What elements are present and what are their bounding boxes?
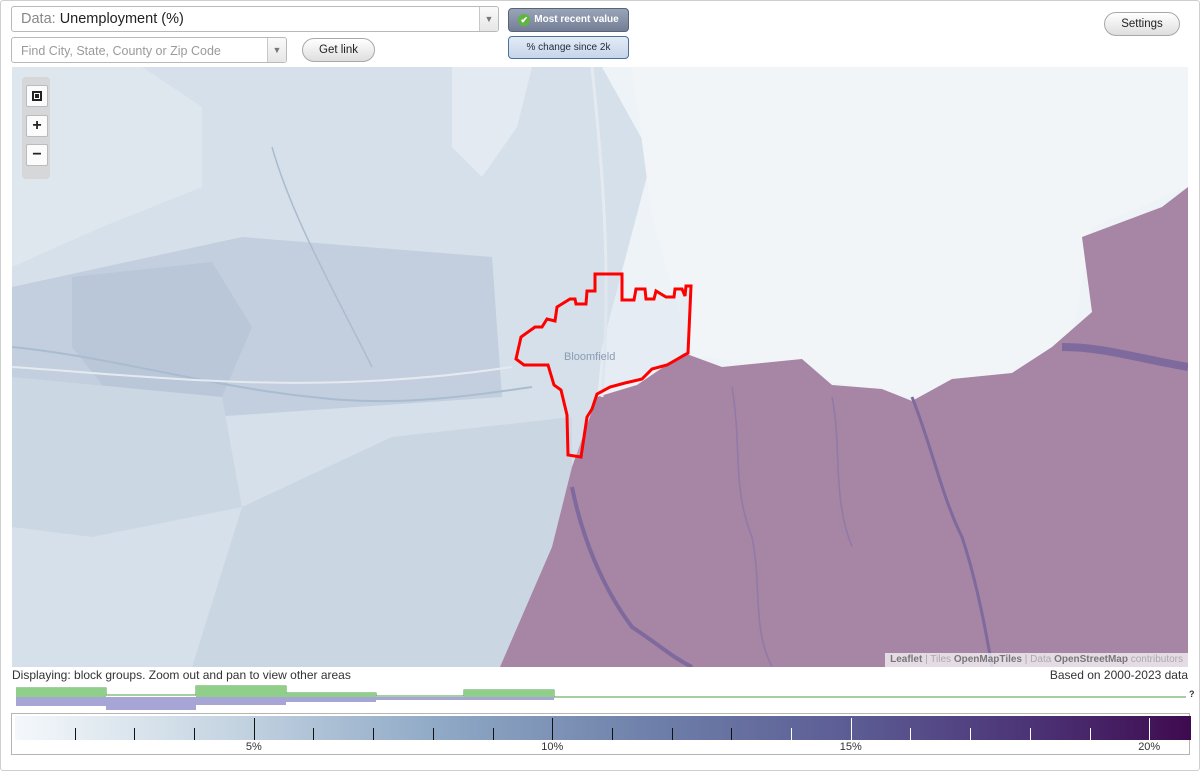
legend-minor-tick	[910, 728, 912, 740]
openmaptiles-link[interactable]: OpenMapTiles	[953, 654, 1022, 665]
legend-minor-tick	[373, 728, 375, 740]
map-layer	[12, 67, 1188, 667]
legend-major-tick	[253, 718, 255, 740]
legend-label: 10%	[541, 741, 564, 753]
histogram-bar-purple	[16, 697, 106, 706]
histogram-bar-green	[464, 690, 554, 697]
chevron-down-icon[interactable]: ▼	[479, 7, 498, 31]
legend-minor-tick	[791, 728, 793, 740]
data-select-value: Unemployment (%)	[59, 11, 184, 27]
selected-place-boundary[interactable]	[514, 272, 693, 459]
river	[570, 486, 693, 667]
legend-minor-tick	[611, 728, 613, 740]
legend-minor-tick	[134, 728, 136, 740]
legend-minor-tick	[492, 728, 494, 740]
legend-minor-tick	[970, 728, 972, 740]
most-recent-label: Most recent value	[534, 14, 619, 25]
legend-minor-tick	[731, 728, 733, 740]
data-select-prefix: Data:	[21, 11, 56, 27]
legend-major-tick	[1149, 718, 1151, 740]
data-select[interactable]: Data: Unemployment (%) ▼	[11, 6, 499, 32]
stream	[271, 146, 373, 368]
histogram-bar-purple	[196, 697, 286, 705]
distribution-histogram	[16, 685, 1186, 710]
legend-minor-tick	[1029, 728, 1031, 740]
percent-change-button[interactable]: % change since 2k	[508, 36, 629, 59]
openstreetmap-link[interactable]: OpenStreetMap	[1054, 654, 1128, 665]
zoom-out-button[interactable]: −	[26, 144, 48, 166]
get-link-button[interactable]: Get link	[302, 38, 375, 62]
histogram-help[interactable]: ?	[1189, 689, 1195, 699]
legend-minor-tick	[671, 728, 673, 740]
legend-minor-tick	[74, 728, 76, 740]
blockgroup-region	[12, 377, 242, 537]
settings-button[interactable]: Settings	[1104, 12, 1180, 36]
display-level-status: Displaying: block groups. Zoom out and p…	[12, 668, 351, 682]
checkmark-icon: ✔	[518, 14, 531, 26]
zoom-in-button[interactable]: +	[26, 115, 48, 137]
fullscreen-icon	[32, 91, 42, 101]
map-attribution: Leaflet | Tiles OpenMapTiles | Data Open…	[885, 653, 1188, 667]
river	[910, 396, 994, 667]
place-label: Bloomfield	[564, 351, 616, 363]
legend-minor-tick	[432, 728, 434, 740]
attribution-sep1: | Tiles	[922, 654, 954, 665]
histogram-bar-purple	[376, 697, 464, 700]
histogram-green-outline	[16, 685, 1186, 698]
attribution-contrib: contributors	[1127, 654, 1183, 665]
histogram-bar-green	[286, 693, 376, 697]
stream	[831, 396, 853, 548]
river	[1061, 343, 1188, 371]
blockgroup-region	[12, 67, 202, 267]
legend-gradient	[15, 716, 1191, 740]
map-canvas[interactable]: Bloomfield + − Leaflet | Tiles OpenMapTi…	[12, 67, 1188, 667]
legend-label: 20%	[1138, 741, 1161, 753]
histogram-bar-green	[196, 686, 286, 697]
legend-minor-tick	[1089, 728, 1091, 740]
road	[590, 67, 608, 398]
fullscreen-button[interactable]	[26, 85, 48, 107]
legend-minor-tick	[194, 728, 196, 740]
data-range-status: Based on 2000-2023 data	[1049, 668, 1188, 682]
zoom-control: + −	[22, 77, 50, 179]
road	[12, 366, 513, 384]
high-unemployment-region	[500, 187, 1188, 667]
location-search[interactable]: ▼	[11, 37, 287, 64]
histogram-bar-purple	[464, 697, 554, 700]
plus-icon: +	[32, 117, 42, 134]
color-legend: 5% 10% 15% 20%	[11, 713, 1191, 755]
legend-minor-tick	[313, 728, 315, 740]
minus-icon: −	[32, 146, 42, 163]
most-recent-value-button[interactable]: ✔ Most recent value	[508, 8, 629, 32]
blockgroup-region	[192, 417, 572, 667]
legend-label: 15%	[839, 741, 862, 753]
chevron-down-icon[interactable]: ▼	[267, 38, 286, 62]
legend-major-tick	[552, 718, 554, 740]
search-input[interactable]	[12, 38, 273, 64]
leaflet-link[interactable]: Leaflet	[890, 654, 923, 665]
histogram-bar-purple	[106, 697, 196, 710]
stream	[731, 386, 773, 667]
histogram-bar-green	[16, 688, 106, 697]
blockgroup-region	[632, 67, 1188, 397]
river	[12, 346, 533, 403]
blockgroup-region	[452, 67, 532, 177]
legend-major-tick	[850, 718, 852, 740]
histogram-bar-purple	[286, 697, 376, 702]
legend-label: 5%	[245, 741, 262, 753]
attribution-sep2: | Data	[1022, 654, 1055, 665]
